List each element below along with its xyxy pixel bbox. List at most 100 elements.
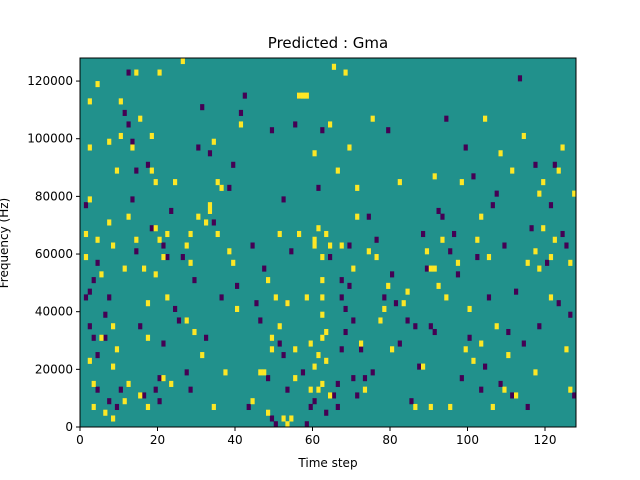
heatmap-cell-high <box>219 184 224 191</box>
heatmap-cell-low <box>238 109 244 116</box>
heatmap-cell-high <box>83 230 89 238</box>
heatmap-cell-high <box>161 375 166 382</box>
heatmap-cell-high <box>215 179 220 186</box>
y-axis: 0 20000 40000 60000 80000 100000 120000 <box>27 74 80 434</box>
heatmap-cell-high <box>250 398 255 405</box>
heatmap-cell-high <box>355 213 360 220</box>
heatmap-cell-low <box>548 202 554 209</box>
heatmap-cell-high <box>134 236 139 243</box>
heatmap-cell-low <box>444 115 449 122</box>
heatmap-cell-high <box>359 340 364 347</box>
heatmap-cell-high <box>200 352 205 359</box>
heatmap-cell-high <box>87 144 92 151</box>
heatmap-cell-low <box>103 334 108 341</box>
heatmap-cell-high <box>238 121 244 128</box>
heatmap-cell-low <box>483 363 488 370</box>
heatmap-cell-high <box>521 132 526 140</box>
heatmap-cell-high <box>405 288 410 295</box>
heatmap-cell-low <box>390 271 395 278</box>
x-tick-label: 40 <box>227 433 242 447</box>
heatmap-cell-low <box>180 254 185 261</box>
heatmap-cell-low <box>328 254 333 261</box>
heatmap-cell-high <box>95 236 100 243</box>
heatmap-cell-low <box>95 259 100 266</box>
heatmap-cell-low <box>103 311 108 318</box>
heatmap-cell-low <box>173 305 178 312</box>
heatmap-cell-low <box>424 265 430 272</box>
heatmap-cell-high <box>211 403 216 411</box>
heatmap-cell-high <box>188 259 193 266</box>
heatmap-cell-high <box>138 392 143 399</box>
heatmap-cell-high <box>153 271 158 278</box>
heatmap-cell-low <box>184 369 189 376</box>
heatmap-cell-high <box>145 403 151 411</box>
heatmap-cell-low <box>114 403 120 411</box>
heatmap-cell-low <box>533 161 538 168</box>
y-tick-label: 100000 <box>27 132 73 146</box>
heatmap-cell-high <box>118 98 123 105</box>
heatmap-cell-high <box>432 173 437 180</box>
heatmap-cell-low <box>467 334 472 341</box>
heatmap-cell-low <box>176 317 182 324</box>
heatmap-cell-high <box>448 403 453 411</box>
heatmap-cell-high <box>463 346 468 353</box>
heatmap-cell-high <box>297 230 302 238</box>
heatmap-cell-high <box>413 403 418 411</box>
x-tick-label: 80 <box>382 433 397 447</box>
heatmap-cell-low <box>421 230 426 238</box>
heatmap-cell-high <box>161 254 166 261</box>
heatmap-cell-high <box>312 242 317 249</box>
heatmap-cell-high <box>258 369 263 376</box>
y-tick-label: 0 <box>65 420 73 434</box>
heatmap-cell-low <box>366 213 371 220</box>
heatmap-cell-low <box>452 230 457 238</box>
heatmap-cell-low <box>138 323 143 330</box>
heatmap-cell-low <box>235 282 240 289</box>
heatmap-cell-high <box>467 305 472 312</box>
heatmap-cell-high <box>308 340 313 347</box>
heatmap-cell-high <box>83 254 89 261</box>
heatmap-cell-high <box>126 380 131 387</box>
heatmap-cell-high <box>490 403 495 411</box>
heatmap-cell-low <box>355 392 360 399</box>
heatmap-cell-low <box>134 248 139 255</box>
heatmap-cell-high <box>428 403 433 411</box>
heatmap-cell-low <box>556 300 561 307</box>
heatmap-cell-high <box>455 259 461 266</box>
heatmap-cell-high <box>378 317 383 324</box>
heatmap-cell-low <box>409 398 414 405</box>
heatmap-cell-low <box>517 75 523 82</box>
heatmap-cell-low <box>149 225 154 232</box>
heatmap-cell-high <box>107 219 112 226</box>
heatmap-cell-high <box>572 190 577 197</box>
heatmap-cell-high <box>269 334 275 341</box>
heatmap-cell-high <box>289 415 294 422</box>
heatmap-cell-low <box>560 230 565 238</box>
heatmap-cell-high <box>138 115 143 122</box>
heatmap-cell-low <box>130 138 135 145</box>
heatmap-cell-low <box>343 328 348 336</box>
heatmap-cell-high <box>320 294 325 301</box>
heatmap-cell-low <box>87 288 92 295</box>
heatmap-cell-high <box>328 392 333 399</box>
heatmap-cell-low <box>227 184 232 191</box>
heatmap-cell-low <box>281 352 286 359</box>
heatmap-cell-high <box>111 363 116 370</box>
heatmap-cell-high <box>548 254 554 261</box>
heatmap-cell-high <box>401 300 406 307</box>
heatmap-cell-high <box>145 334 151 341</box>
heatmap-cell-high <box>277 230 282 238</box>
heatmap-cell-low <box>269 415 275 422</box>
heatmap-cell-low <box>343 305 348 312</box>
heatmap-cell-low <box>320 127 325 134</box>
heatmap-cell-high <box>459 179 464 186</box>
heatmap-cell-high <box>397 179 402 186</box>
heatmap-cell-low <box>95 386 100 393</box>
heatmap-cell-high <box>390 346 395 353</box>
heatmap-cell-high <box>362 386 368 393</box>
heatmap-cell-low <box>87 323 92 330</box>
heatmap-cell-low <box>494 190 499 197</box>
heatmap-cell-high <box>552 236 557 243</box>
heatmap-cell-low <box>122 109 127 116</box>
heatmap-cell-high <box>440 236 445 243</box>
